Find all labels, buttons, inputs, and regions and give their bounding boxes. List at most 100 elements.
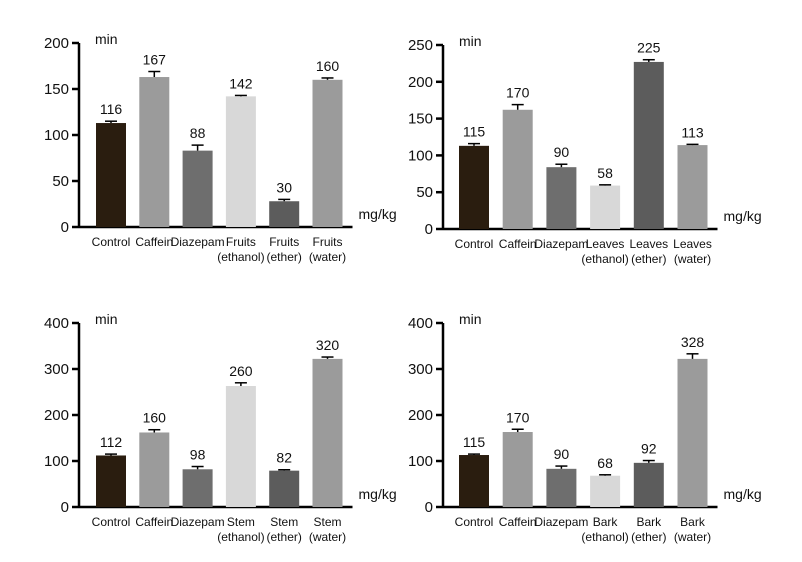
y-tick-label: 150 <box>44 81 69 98</box>
x-tick-label: Bark <box>680 515 706 529</box>
bar <box>677 145 708 229</box>
y-axis-title: min <box>95 311 118 327</box>
bar <box>225 96 256 227</box>
y-tick-label: 200 <box>408 407 433 424</box>
x-tick-label: (ethanol) <box>217 250 264 264</box>
bar <box>633 61 664 229</box>
data-label: 58 <box>597 165 613 181</box>
chart-panel-4: 0 100 200 300 400 min mg/kg 115 Control 170 Caffei… <box>408 311 762 544</box>
x-tick-label: Bark <box>636 515 662 529</box>
bar <box>459 455 489 507</box>
data-label: 112 <box>100 434 123 450</box>
y-axis-title: min <box>459 33 482 49</box>
bar <box>312 79 343 227</box>
y-axis-title: min <box>459 311 482 327</box>
x-tick-label: Diazepam <box>171 515 225 529</box>
y-tick-label: 0 <box>61 499 69 516</box>
bar <box>677 358 708 507</box>
x-tick-label: Control <box>455 237 494 251</box>
x-tick-label: (ethanol) <box>217 530 264 544</box>
bar <box>182 150 213 227</box>
y-tick-label: 100 <box>44 127 69 144</box>
x-tick-label: (ether) <box>631 530 666 544</box>
x-tick-label: (ethanol) <box>581 530 628 544</box>
y-tick-label: 0 <box>61 219 69 236</box>
y-tick-label: 150 <box>408 111 433 128</box>
y-axis-title: min <box>95 31 118 47</box>
data-label: 90 <box>554 144 570 160</box>
data-label: 116 <box>100 101 123 117</box>
data-label: 98 <box>190 447 206 463</box>
y-tick-label: 100 <box>408 147 433 164</box>
data-label: 82 <box>276 450 292 466</box>
x-tick-label: Caffein <box>135 235 173 249</box>
data-label: 225 <box>637 40 661 56</box>
x-tick-label: Fruits <box>313 235 343 249</box>
x-tick-label: Stem <box>270 515 298 529</box>
y-tick-label: 400 <box>44 315 69 332</box>
x-tick-label: Control <box>455 515 494 529</box>
data-label: 92 <box>641 441 657 457</box>
chart-panel-2: 0 50 100 150 200 250 min mg/kg 115 Control 170 Caff… <box>408 33 762 266</box>
data-label: 160 <box>316 58 340 74</box>
bar <box>590 185 621 229</box>
bar <box>269 201 300 227</box>
y-tick-label: 200 <box>44 407 69 424</box>
bar <box>139 432 170 507</box>
bar <box>96 455 126 507</box>
x-tick-label: Leaves <box>673 237 712 251</box>
x-tick-label: (water) <box>674 530 711 544</box>
bar <box>269 470 300 507</box>
bar <box>459 145 489 229</box>
bar <box>590 475 621 507</box>
data-label: 328 <box>681 334 705 350</box>
x-tick-label: (ethanol) <box>581 252 628 266</box>
x-tick-label: (water) <box>309 530 346 544</box>
data-label: 160 <box>143 410 167 426</box>
y-tick-label: 300 <box>408 361 433 378</box>
x-tick-label: Caffein <box>499 515 537 529</box>
x-tick-label: Fruits <box>269 235 299 249</box>
x-tick-label: Leaves <box>629 237 668 251</box>
data-label: 142 <box>229 75 253 91</box>
data-label: 167 <box>143 52 167 68</box>
x-tick-label: (water) <box>674 252 711 266</box>
x-axis-title: mg/kg <box>359 206 397 222</box>
bar <box>546 468 577 507</box>
data-label: 115 <box>463 124 486 140</box>
x-tick-label: Diazepam <box>534 237 588 251</box>
x-tick-label: Diazepam <box>534 515 588 529</box>
data-label: 320 <box>316 337 340 353</box>
y-tick-label: 50 <box>416 184 433 201</box>
bar <box>502 432 533 507</box>
data-label: 113 <box>681 124 704 140</box>
data-label: 88 <box>190 125 206 141</box>
x-tick-label: (water) <box>309 250 346 264</box>
x-tick-label: (ether) <box>631 252 666 266</box>
y-tick-label: 0 <box>425 221 433 238</box>
x-tick-label: Leaves <box>586 237 625 251</box>
data-label: 170 <box>506 409 530 425</box>
bar <box>139 77 170 227</box>
y-tick-label: 0 <box>425 499 433 516</box>
x-tick-label: Caffein <box>135 515 173 529</box>
y-tick-label: 100 <box>44 453 69 470</box>
x-axis-title: mg/kg <box>359 486 397 502</box>
bar <box>312 358 343 507</box>
data-label: 170 <box>506 85 530 101</box>
x-tick-label: (ether) <box>267 530 302 544</box>
data-label: 68 <box>597 455 613 471</box>
x-tick-label: Fruits <box>226 235 256 249</box>
y-tick-label: 300 <box>44 361 69 378</box>
chart-panel-1: 0 50 100 150 200 min mg/kg 116 Control 167 Caffein… <box>44 31 397 264</box>
x-tick-label: Caffein <box>499 237 537 251</box>
x-axis-title: mg/kg <box>724 208 762 224</box>
bar <box>633 462 664 507</box>
chart-panel-3: 0 100 200 300 400 min mg/kg 112 Control 160 Caffei… <box>44 311 397 544</box>
y-tick-label: 400 <box>408 315 433 332</box>
data-label: 30 <box>276 179 292 195</box>
bar <box>96 123 126 227</box>
data-label: 90 <box>554 446 570 462</box>
data-label: 115 <box>463 434 486 450</box>
